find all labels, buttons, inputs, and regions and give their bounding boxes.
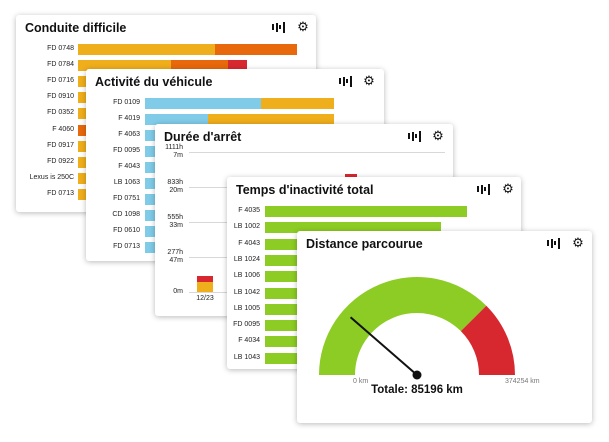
row-label: F 4043 bbox=[118, 163, 140, 170]
gauge-min-label: 0 km bbox=[353, 378, 369, 385]
row-label: LB 1063 bbox=[113, 179, 140, 186]
row-label: FD 0922 bbox=[47, 157, 74, 165]
bar-segment bbox=[78, 60, 172, 72]
row-label: LB 1043 bbox=[233, 353, 260, 361]
row-label: LB 1024 bbox=[233, 255, 260, 263]
card-title: Temps d'inactivité total bbox=[236, 183, 374, 197]
gauge-green-band bbox=[319, 277, 487, 375]
bar-segment bbox=[171, 60, 229, 72]
row-label: FD 0784 bbox=[47, 61, 74, 69]
bar-segment bbox=[145, 130, 162, 141]
card-title: Durée d'arrêt bbox=[164, 130, 242, 144]
bar-segment bbox=[208, 114, 334, 125]
card-title: Activité du véhicule bbox=[95, 75, 213, 89]
y-tick-label: 0m bbox=[173, 288, 183, 295]
bar-segment bbox=[145, 242, 158, 253]
row-label: CD 1098 bbox=[112, 211, 140, 218]
row-label: FD 0095 bbox=[113, 147, 140, 154]
x-tick-label: 12/23 bbox=[196, 295, 214, 302]
row-label: FD 0095 bbox=[233, 321, 260, 329]
gauge-total: Totale: 85196 km bbox=[371, 384, 463, 396]
y-tick-label: 1111h bbox=[165, 144, 183, 151]
y-tick-label: 833h bbox=[167, 179, 183, 186]
row-label: FD 0713 bbox=[113, 243, 140, 250]
bar-segment bbox=[78, 188, 90, 200]
row-label: FD 0713 bbox=[47, 189, 74, 197]
gear-icon[interactable]: ⚙ bbox=[297, 19, 309, 34]
bar-segment bbox=[260, 98, 334, 109]
bar-segment bbox=[265, 222, 441, 234]
row-label: LB 1002 bbox=[233, 223, 260, 231]
row-label: F 4060 bbox=[52, 125, 74, 133]
row-label: LB 1042 bbox=[233, 288, 260, 296]
row-label: FD 0910 bbox=[47, 93, 74, 101]
bar-segment bbox=[265, 206, 468, 217]
bar-segment bbox=[145, 98, 261, 109]
y-tick-label: 7m bbox=[173, 152, 183, 159]
bar-segment bbox=[214, 44, 297, 55]
gear-icon[interactable]: ⚙ bbox=[502, 181, 514, 196]
card-title: Conduite difficile bbox=[25, 21, 127, 35]
card-title: Distance parcourue bbox=[306, 237, 423, 251]
y-tick-label: 555h bbox=[167, 214, 183, 221]
row-label: FD 0748 bbox=[47, 45, 74, 52]
bar-segment bbox=[145, 162, 160, 173]
row-label: F 4063 bbox=[118, 131, 140, 138]
gear-icon[interactable]: ⚙ bbox=[432, 128, 444, 143]
row-label: LB 1005 bbox=[233, 304, 260, 312]
row-label: FD 0109 bbox=[113, 99, 140, 106]
bar-segment bbox=[228, 60, 247, 72]
gear-icon[interactable]: ⚙ bbox=[363, 73, 375, 88]
gear-icon[interactable]: ⚙ bbox=[572, 235, 584, 250]
gauge-needle-hub bbox=[412, 370, 422, 380]
row-label: F 4043 bbox=[238, 239, 260, 247]
bar-segment bbox=[78, 156, 92, 168]
gauge-max-label: 374254 km bbox=[505, 378, 540, 385]
bar-chart-icon[interactable] bbox=[547, 236, 561, 250]
bar-red bbox=[197, 275, 213, 283]
bar-segment bbox=[145, 210, 158, 221]
y-tick-label: 20m bbox=[169, 187, 183, 194]
distance-gauge bbox=[319, 277, 515, 380]
row-label: F 4035 bbox=[238, 207, 260, 214]
grid-line bbox=[189, 152, 445, 153]
bar-segment bbox=[78, 140, 92, 152]
row-label: FD 0917 bbox=[47, 141, 74, 149]
row-label: Lexus is 250C bbox=[29, 173, 74, 181]
bar-segment bbox=[145, 178, 158, 189]
row-label: FD 0610 bbox=[113, 227, 140, 234]
y-tick-label: 47m bbox=[169, 257, 183, 264]
bar-chart-icon[interactable] bbox=[272, 20, 286, 34]
bar-chart-icon[interactable] bbox=[477, 182, 491, 196]
bar-chart-icon[interactable] bbox=[408, 129, 422, 143]
row-label: F 4019 bbox=[118, 115, 140, 122]
gauge-needle bbox=[349, 316, 418, 376]
row-label: FD 0352 bbox=[47, 109, 74, 117]
row-label: FD 0751 bbox=[113, 195, 140, 202]
bar-segment bbox=[78, 44, 215, 55]
bar-chart-icon[interactable] bbox=[339, 74, 353, 88]
bar-segment bbox=[145, 114, 208, 125]
bar-segment bbox=[78, 124, 92, 136]
row-label: F 4034 bbox=[238, 337, 260, 345]
row-label: FD 0716 bbox=[47, 77, 74, 85]
bar-segment bbox=[145, 146, 160, 157]
row-label: LB 1006 bbox=[233, 272, 260, 280]
bar-segment bbox=[145, 226, 158, 237]
bar-segment bbox=[78, 108, 94, 120]
bar-red-marker bbox=[345, 174, 357, 177]
gauge-red-band bbox=[460, 305, 515, 375]
bar-segment bbox=[145, 194, 158, 205]
y-tick-label: 277h bbox=[167, 249, 183, 256]
card-distance-parcourue: Distance parcourue ⚙ 0 km 374254 km Tota… bbox=[297, 231, 592, 423]
bar-orange bbox=[197, 282, 213, 292]
bar-segment bbox=[78, 172, 90, 184]
y-tick-label: 33m bbox=[169, 222, 183, 229]
